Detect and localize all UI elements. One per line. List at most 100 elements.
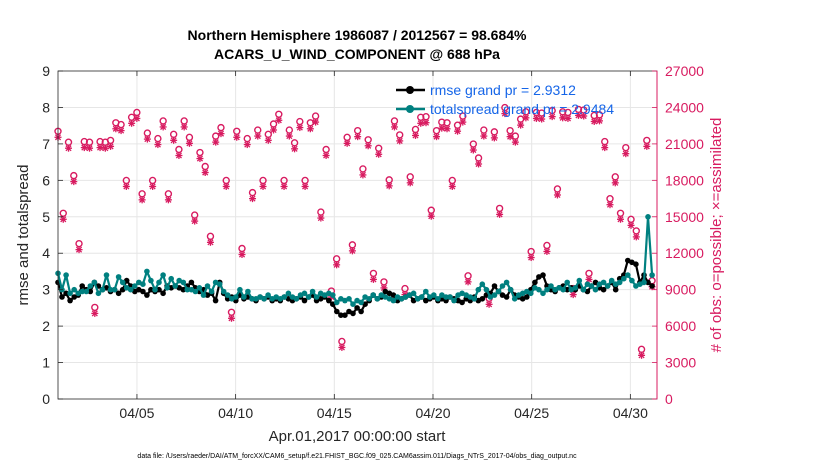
axis-ticks: 04/05 04/10 04/15 04/20 04/25 04/30 0 1 2 3 4 5 6 7 8 9…	[42, 63, 704, 421]
y2-tick-label: 15000	[665, 209, 704, 225]
rmse-point	[600, 286, 607, 293]
obs-assimilated-point	[390, 123, 398, 131]
obs-possible-point	[233, 127, 241, 135]
spread-point	[63, 272, 69, 278]
obs-assimilated-point	[112, 125, 120, 133]
obs-assimilated-point	[86, 144, 94, 152]
obs-assimilated-point	[270, 126, 278, 134]
spread-point	[103, 272, 110, 278]
obs-possible-point	[143, 129, 152, 137]
obs-assimilated-point	[485, 300, 493, 308]
obs-possible-point	[248, 188, 257, 197]
obs-assimilated-point	[590, 117, 598, 125]
obs-assimilated-point	[280, 182, 288, 190]
spread-point	[608, 277, 615, 284]
spread-point	[390, 297, 397, 304]
obs-assimilated-point	[611, 179, 619, 187]
y2-tick-label: 18000	[665, 172, 704, 188]
spread-point	[600, 279, 607, 286]
obs-assimilated-point	[622, 150, 630, 158]
spread-point	[156, 279, 162, 286]
spread-point	[313, 294, 320, 300]
obs-assimilated-point	[411, 131, 419, 139]
rmse-point	[144, 292, 150, 298]
spread-point	[241, 294, 247, 300]
obs-assimilated-point	[217, 130, 225, 138]
obs-possible-point	[406, 173, 414, 181]
obs-assimilated-point	[606, 201, 614, 209]
obs-assimilated-point	[291, 145, 299, 153]
spread-point	[208, 288, 215, 295]
obs-possible-point	[374, 144, 383, 152]
obs-assimilated-point	[643, 142, 651, 150]
obs-possible-point	[643, 136, 651, 145]
obs-assimilated-point	[595, 117, 603, 125]
obs-possible-point	[185, 133, 194, 142]
spread-point	[91, 279, 98, 286]
obs-assimilated-point	[601, 144, 609, 152]
spread-point	[140, 281, 146, 288]
obs-assimilated-point	[227, 314, 235, 322]
spread-point	[572, 285, 579, 291]
obs-assimilated-point	[480, 132, 488, 140]
obs-possible-point	[543, 241, 551, 250]
spread-point	[233, 294, 239, 300]
obs-possible-point	[296, 117, 304, 126]
spread-point	[540, 290, 546, 297]
spread-point	[196, 285, 203, 291]
obs-possible-point	[553, 185, 562, 193]
obs-possible-point	[164, 190, 173, 198]
obs-assimilated-point	[527, 254, 535, 262]
obs-possible-point	[516, 115, 525, 123]
obs-assimilated-point	[59, 215, 67, 223]
spread-point	[265, 292, 271, 298]
obs-possible-point	[138, 190, 146, 198]
spread-point	[83, 288, 90, 295]
spread-point	[67, 290, 73, 297]
obs-possible-point	[127, 113, 136, 122]
obs-assimilated-point	[91, 309, 99, 317]
y2-tick-label: 3000	[665, 355, 696, 371]
spread-point	[576, 277, 583, 284]
spread-point	[309, 288, 316, 295]
obs-assimilated-point	[322, 152, 330, 159]
rmse-point	[67, 297, 73, 304]
spread-point	[245, 288, 251, 295]
y-tick-label: 0	[42, 391, 50, 407]
rmse-point	[334, 308, 340, 315]
x-tick-label: 04/15	[317, 405, 352, 421]
y-tick-label: 1	[42, 355, 50, 371]
spread-point	[471, 296, 478, 302]
obs-assimilated-point	[175, 152, 183, 159]
obs-possible-point	[490, 128, 499, 136]
rmse-point	[540, 272, 546, 278]
spread-point	[528, 290, 534, 297]
rmse-point	[338, 312, 344, 319]
obs-possible-point	[322, 145, 330, 154]
spread-point	[127, 286, 134, 293]
obs-assimilated-point	[317, 214, 325, 222]
spread-point	[204, 283, 211, 289]
obs-possible-point	[206, 232, 215, 241]
spread-point	[99, 286, 106, 293]
spread-point	[334, 299, 340, 306]
rmse-point	[63, 290, 69, 297]
spread-point	[435, 296, 441, 302]
spread-point	[164, 285, 170, 291]
obs-possible-point	[217, 123, 225, 132]
obs-possible-point	[369, 269, 378, 278]
y-tick-label: 6	[42, 172, 50, 188]
obs-possible-point	[306, 119, 315, 127]
chart-title-line1: Northern Hemisphere 1986087 / 2012567 = …	[188, 27, 527, 43]
spread-point	[281, 294, 288, 300]
spread-point	[216, 281, 223, 288]
obs-possible-point	[91, 303, 99, 312]
obs-assimilated-point	[627, 221, 635, 229]
obs-assimilated-point	[543, 247, 551, 255]
obs-possible-point	[632, 227, 640, 235]
y2-tick-label: 12000	[665, 245, 704, 261]
legend: rmse grand pr = 2.9312 totalspread grand…	[396, 82, 614, 117]
obs-possible-point	[480, 126, 488, 134]
spread-point	[160, 272, 166, 278]
